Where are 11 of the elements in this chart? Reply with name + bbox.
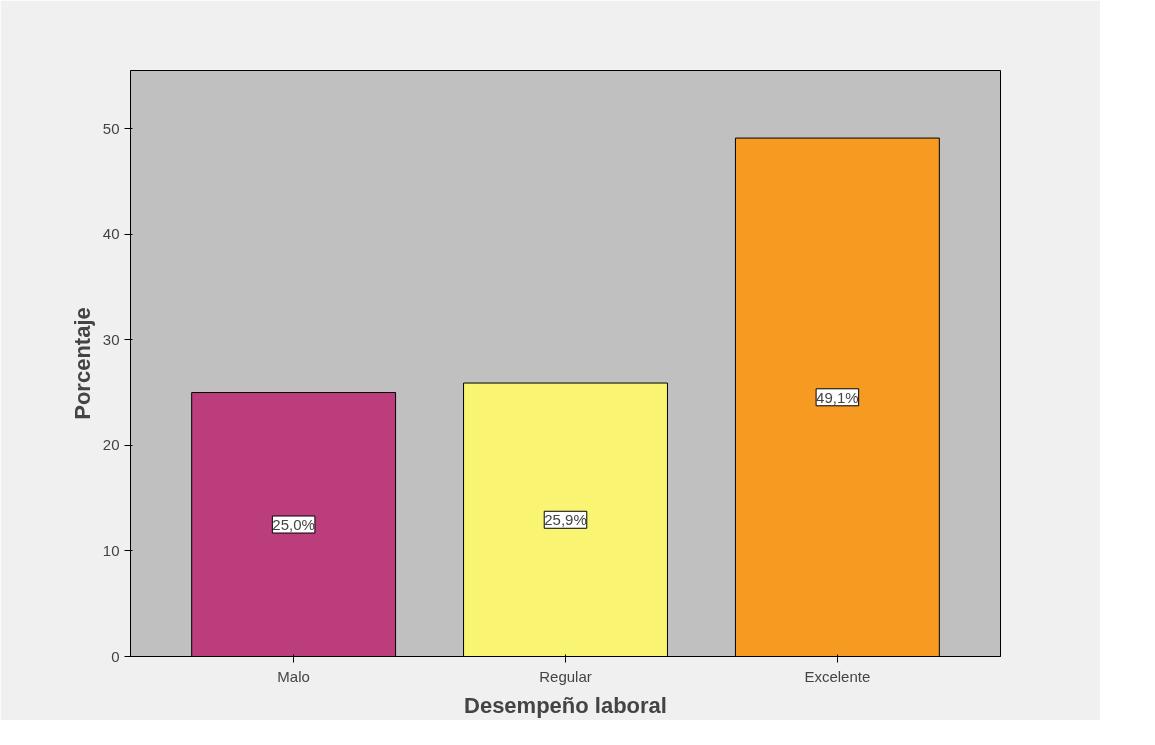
y-tick-label: 30 xyxy=(102,330,120,348)
y-tick-label: 20 xyxy=(102,436,120,454)
x-tick-label: Excelente xyxy=(804,667,871,685)
y-axis-title: Porcentaje xyxy=(69,307,95,420)
x-tick-label: Regular xyxy=(539,667,592,685)
y-tick-label: 10 xyxy=(102,541,120,559)
y-tick-label: 0 xyxy=(111,647,120,665)
y-tick-label: 40 xyxy=(102,225,120,243)
y-tick-label: 50 xyxy=(102,119,120,137)
x-tick-label: Malo xyxy=(277,667,310,685)
x-axis-title: Desempeño laboral xyxy=(464,692,667,718)
